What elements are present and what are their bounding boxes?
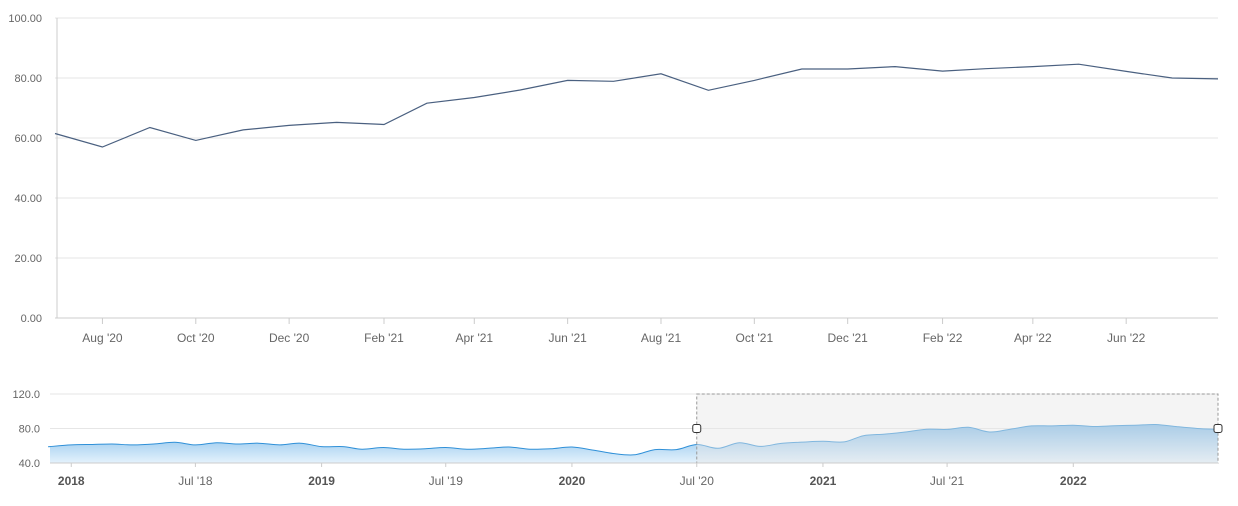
main-chart: 0.00 20.00 40.00 60.00 80.00 100.00 Aug '20 Oct… bbox=[8, 13, 1219, 345]
navigator-y-tick-label: 80.0 bbox=[19, 424, 40, 436]
main-y-tick-label: 80.00 bbox=[14, 73, 42, 85]
main-y-tick-label: 0.00 bbox=[21, 313, 42, 325]
navigator-handle-left[interactable] bbox=[692, 424, 702, 433]
main-x-tick-label: Apr '21 bbox=[455, 331, 493, 345]
navigator-y-tick-label: 40.0 bbox=[19, 458, 40, 470]
navigator-x-tick-label: 2022 bbox=[1060, 474, 1087, 488]
navigator-x-tick-label: 2018 bbox=[58, 474, 85, 488]
main-y-tick-label: 40.00 bbox=[14, 193, 42, 205]
main-x-tick-label: Dec '21 bbox=[828, 331, 869, 345]
main-x-tick-label: Oct '21 bbox=[736, 331, 774, 345]
main-x-tick-label: Jun '22 bbox=[1107, 331, 1146, 345]
navigator-handle-right[interactable] bbox=[1213, 424, 1223, 433]
navigator-x-tick-label: 2020 bbox=[559, 474, 586, 488]
navigator-x-tick-label: Jul '21 bbox=[930, 474, 965, 488]
main-x-tick-label: Apr '22 bbox=[1014, 331, 1052, 345]
navigator-series-line bbox=[47, 423, 1219, 456]
main-x-tick-label: Dec '20 bbox=[269, 331, 310, 345]
navigator-x-tick-label: Jul '18 bbox=[178, 474, 213, 488]
main-x-tick-label: Jun '21 bbox=[548, 331, 587, 345]
main-x-tick-label: Aug '21 bbox=[641, 331, 682, 345]
main-x-tick-label: Feb '22 bbox=[923, 331, 963, 345]
main-y-tick-label: 100.00 bbox=[8, 13, 42, 25]
main-x-tick-label: Feb '21 bbox=[364, 331, 404, 345]
main-y-tick-label: 60.00 bbox=[14, 133, 42, 145]
navigator-x-tick-label: Jul '19 bbox=[429, 474, 464, 488]
navigator-area-fill bbox=[48, 424, 1218, 463]
navigator-x-tick-label: 2019 bbox=[308, 474, 335, 488]
main-x-tick-label: Oct '20 bbox=[177, 331, 215, 345]
navigator-x-tick-label: Jul '20 bbox=[680, 474, 715, 488]
navigator-chart[interactable]: 40.0 80.0 120.0 2018 Jul '18 2019 Jul '19 2020 J… bbox=[0, 366, 1238, 506]
navigator-x-tick-label: 2021 bbox=[810, 474, 837, 488]
main-series-line bbox=[54, 63, 1219, 148]
main-x-tick-label: Aug '20 bbox=[82, 331, 123, 345]
navigator-selection-window[interactable] bbox=[696, 393, 1219, 464]
navigator-y-tick-label: 120.0 bbox=[12, 389, 40, 401]
main-y-tick-label: 20.00 bbox=[14, 253, 42, 265]
